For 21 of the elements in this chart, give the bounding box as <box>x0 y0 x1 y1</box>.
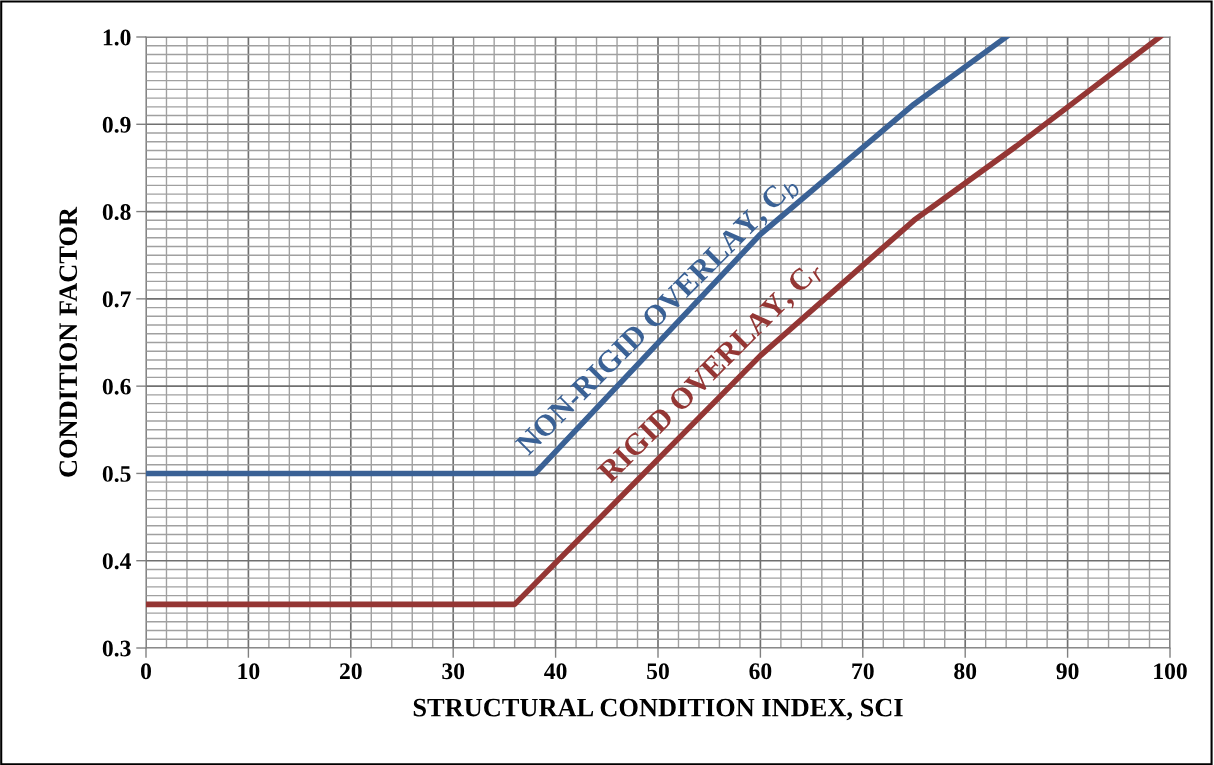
y-axis-title: CONDITION FACTOR <box>59 206 78 477</box>
y-tick-label: 0.9 <box>102 116 131 133</box>
x-tick-label: 0 <box>141 663 151 680</box>
x-axis-title: STRUCTURAL CONDITION INDEX, SCI <box>413 698 903 721</box>
y-tick-label: 1.0 <box>103 29 131 46</box>
x-tick-label: 30 <box>442 663 465 680</box>
y-tick-label: 0.4 <box>102 553 131 570</box>
y-tick-label: 0.6 <box>102 378 131 395</box>
x-tick-label: 70 <box>852 663 874 680</box>
y-tick-label: 0.7 <box>102 291 131 308</box>
x-tick-label: 10 <box>238 663 260 680</box>
x-tick-label: 60 <box>749 663 772 680</box>
x-tick-label: 50 <box>647 663 669 680</box>
x-tick-label: 80 <box>954 663 977 680</box>
x-tick-label: 40 <box>544 663 567 680</box>
y-tick-label: 0.8 <box>102 204 131 221</box>
y-tick-label: 0.3 <box>102 640 131 657</box>
x-tick-label: 90 <box>1056 663 1079 680</box>
x-tick-label: 20 <box>339 663 362 680</box>
x-tick-label: 100 <box>1154 663 1187 680</box>
y-tick-label: 0.5 <box>102 465 131 482</box>
